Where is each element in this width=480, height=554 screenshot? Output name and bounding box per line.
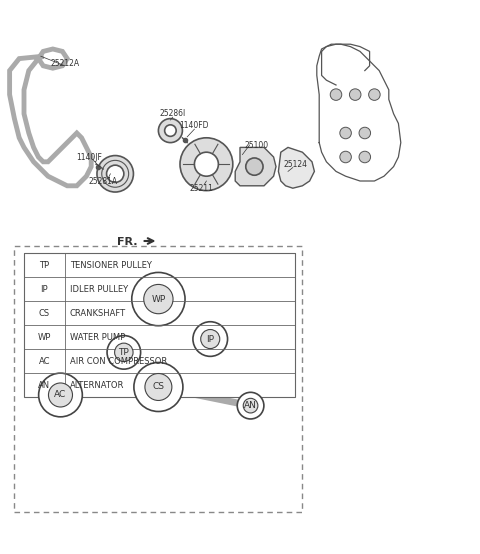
Circle shape — [97, 156, 133, 192]
Circle shape — [165, 125, 176, 136]
Circle shape — [132, 273, 185, 326]
Circle shape — [193, 322, 228, 356]
Circle shape — [359, 127, 371, 138]
Text: TENSIONER PULLEY: TENSIONER PULLEY — [70, 260, 152, 269]
Text: AC: AC — [54, 391, 67, 399]
Circle shape — [180, 138, 233, 191]
Text: AN: AN — [38, 381, 50, 389]
Text: FR.: FR. — [117, 238, 137, 248]
Text: ALTERNATOR: ALTERNATOR — [70, 381, 124, 389]
Circle shape — [194, 152, 218, 176]
Circle shape — [340, 127, 351, 138]
Text: 25281A: 25281A — [89, 177, 118, 186]
Text: 25100: 25100 — [245, 141, 269, 150]
Circle shape — [237, 392, 264, 419]
Circle shape — [369, 89, 380, 100]
Text: IP: IP — [206, 335, 214, 343]
Circle shape — [359, 151, 371, 163]
Circle shape — [107, 336, 141, 369]
Text: 1140FD: 1140FD — [180, 121, 209, 130]
Text: AN: AN — [244, 401, 257, 410]
Polygon shape — [235, 147, 276, 186]
Circle shape — [243, 398, 258, 413]
Circle shape — [246, 158, 263, 175]
FancyBboxPatch shape — [14, 246, 302, 512]
Text: CS: CS — [39, 309, 50, 317]
Circle shape — [134, 362, 183, 412]
Circle shape — [145, 373, 172, 401]
Circle shape — [144, 284, 173, 314]
Polygon shape — [24, 253, 295, 397]
Circle shape — [340, 151, 351, 163]
Circle shape — [201, 330, 220, 348]
Text: TP: TP — [119, 348, 129, 357]
Text: IDLER PULLEY: IDLER PULLEY — [70, 285, 128, 294]
Circle shape — [115, 343, 133, 362]
Text: 25211: 25211 — [190, 184, 214, 193]
Text: 25286I: 25286I — [160, 109, 186, 119]
Text: 25212A: 25212A — [50, 59, 79, 68]
Text: AIR CON COMPRESSOR: AIR CON COMPRESSOR — [70, 357, 167, 366]
Circle shape — [48, 383, 72, 407]
Circle shape — [107, 165, 124, 182]
Circle shape — [158, 119, 182, 142]
Text: WATER PUMP: WATER PUMP — [70, 332, 125, 341]
Text: 25124: 25124 — [283, 160, 307, 169]
Text: IP: IP — [41, 285, 48, 294]
Text: TP: TP — [39, 260, 49, 269]
Circle shape — [330, 89, 342, 100]
Text: CRANKSHAFT: CRANKSHAFT — [70, 309, 126, 317]
Text: WP: WP — [151, 295, 166, 304]
Circle shape — [38, 373, 83, 417]
Polygon shape — [278, 147, 314, 188]
Text: 1140JF: 1140JF — [76, 152, 102, 162]
Text: AC: AC — [39, 357, 50, 366]
Text: CS: CS — [152, 382, 164, 392]
Text: WP: WP — [38, 332, 51, 341]
Circle shape — [349, 89, 361, 100]
